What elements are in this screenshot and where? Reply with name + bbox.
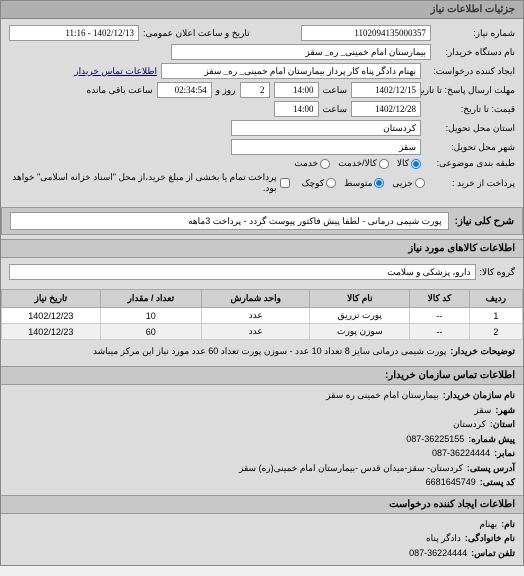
c-city: سقز	[474, 404, 491, 418]
remain-input[interactable]	[157, 82, 212, 98]
c-postcode-label: کد پستی:	[480, 476, 515, 490]
c-phone: 087-36225155	[406, 433, 464, 447]
table-cell: 1	[469, 308, 522, 324]
table-header: تاریخ نیاز	[2, 290, 101, 308]
province-label: استان محل تحویل:	[425, 123, 515, 134]
org-input[interactable]	[171, 44, 431, 60]
request-no-label: شماره نیاز:	[435, 28, 515, 39]
payment-note-label: پرداخت تمام یا بخشی از مبلغ خرید،از محل …	[9, 172, 277, 194]
goods-header: اطلاعات کالاهای مورد نیاز	[1, 239, 523, 258]
deadline-time-input[interactable]	[274, 82, 319, 98]
contact-header: اطلاعات تماس سازمان خریدار:	[1, 366, 523, 385]
c-name-label: نام:	[501, 518, 515, 532]
pay-large-radio[interactable]	[415, 178, 425, 188]
table-cell: --	[410, 324, 470, 340]
buyer-notes-label: توضیحات خریدار:	[450, 346, 515, 357]
c-province: کردستان	[453, 418, 486, 432]
table-header: نام کالا	[310, 290, 410, 308]
table-header: تعداد / مقدار	[100, 290, 201, 308]
c-lastname-label: نام خانوادگی:	[465, 532, 515, 546]
payment-radios: جزیی متوسط کوچک	[302, 178, 425, 189]
buyer-notes-text: پورت شیمی درمانی سایز 8 تعداد 10 عدد - س…	[9, 346, 446, 357]
announce-input[interactable]	[9, 25, 139, 41]
contact-link[interactable]: اطلاعات تماس خریدار	[74, 66, 157, 77]
table-cell: 1402/12/23	[2, 308, 101, 324]
table-header: واحد شمارش	[201, 290, 310, 308]
days-input[interactable]	[240, 82, 270, 98]
pay-medium-radio[interactable]	[374, 178, 384, 188]
c-cphone-label: تلفن تماس:	[471, 547, 515, 561]
cat-goods-radio[interactable]	[411, 159, 421, 169]
deadline-date-input[interactable]	[351, 82, 421, 98]
c-fax: 087-36224444	[432, 447, 490, 461]
desc-title: شرح کلی نیاز:	[455, 216, 514, 227]
table-cell: عدد	[201, 324, 310, 340]
c-cphone: 087-36224444	[409, 547, 467, 561]
table-cell: پورت تزریق	[310, 308, 410, 324]
request-no-input[interactable]	[301, 25, 431, 41]
creator-header: اطلاعات ایجاد کننده درخواست	[1, 495, 523, 514]
category-label: طبقه بندی موضوعی:	[425, 158, 515, 169]
main-panel: جزئیات اطلاعات نیاز شماره نیاز: تاریخ و …	[0, 0, 524, 566]
c-postcode: 6681645749	[426, 476, 476, 490]
days-label: روز و	[216, 85, 236, 96]
c-name: بهنام	[479, 518, 497, 532]
quote-date-input[interactable]	[351, 101, 421, 117]
city-label: شهر محل تحویل:	[425, 142, 515, 153]
province-input[interactable]	[231, 120, 421, 136]
c-postal-label: آدرس پستی:	[467, 462, 515, 476]
city-input[interactable]	[231, 139, 421, 155]
table-header: ردیف	[469, 290, 522, 308]
requester-label: ایجاد کننده درخواست:	[425, 66, 515, 77]
deadline-label: مهلت ارسال پاسخ: تا تاریخ:	[425, 85, 515, 96]
table-row: 2--سوزن پورتعدد601402/12/23	[2, 324, 523, 340]
c-postal: کردستان- سقز-میدان قدس -بیمارستان امام خ…	[239, 462, 463, 476]
panel-title: جزئیات اطلاعات نیاز	[1, 1, 523, 19]
c-phone-label: پیش شماره:	[468, 433, 515, 447]
c-lastname: دادگر پناه	[426, 532, 461, 546]
table-row: 1--پورت تزریقعدد101402/12/23	[2, 308, 523, 324]
description-box: شرح کلی نیاز:	[1, 207, 523, 235]
table-cell: 60	[100, 324, 201, 340]
c-org: بیمارستان امام خمینی ره سقز	[326, 389, 439, 403]
table-cell: 2	[469, 324, 522, 340]
payment-note-checkbox[interactable]	[280, 178, 290, 188]
announce-label: تاریخ و ساعت اعلان عمومی:	[143, 28, 250, 39]
cat-work-radio[interactable]	[320, 159, 330, 169]
c-org-label: نام سازمان خریدار:	[443, 389, 515, 403]
contact-section: نام سازمان خریدار: بیمارستان امام خمینی ر…	[1, 385, 523, 495]
table-cell: عدد	[201, 308, 310, 324]
desc-text-input[interactable]	[10, 212, 449, 230]
quote-label: قیمت: تا تاریخ:	[425, 104, 515, 115]
c-city-label: شهر:	[495, 404, 515, 418]
table-cell: 1402/12/23	[2, 324, 101, 340]
remain-label: ساعت باقی مانده	[87, 85, 153, 96]
group-input[interactable]	[9, 264, 476, 280]
goods-table: ردیفکد کالانام کالاواحد شمارشتعداد / مقد…	[1, 289, 523, 340]
time-label-1: ساعت	[323, 85, 348, 96]
payment-label: پرداخت از خرید :	[429, 178, 515, 189]
table-cell: 10	[100, 308, 201, 324]
table-cell: سوزن پورت	[310, 324, 410, 340]
table-header: کد کالا	[410, 290, 470, 308]
pay-small-radio[interactable]	[326, 178, 336, 188]
org-label: نام دستگاه خریدار:	[435, 47, 515, 58]
form-area: شماره نیاز: تاریخ و ساعت اعلان عمومی: نا…	[1, 19, 523, 203]
cat-service-radio[interactable]	[379, 159, 389, 169]
group-label: گروه کالا:	[480, 267, 515, 278]
quote-time-input[interactable]	[274, 101, 319, 117]
time-label-2: ساعت	[323, 104, 348, 115]
category-radios: کالا کالا/خدمت خدمت	[294, 158, 421, 169]
c-province-label: استان:	[490, 418, 515, 432]
c-fax-label: نمابر:	[494, 447, 515, 461]
creator-section: نام: بهنام نام خانوادگی: دادگر پناه تلفن ت…	[1, 514, 523, 566]
table-cell: --	[410, 308, 470, 324]
requester-input[interactable]	[161, 63, 421, 79]
